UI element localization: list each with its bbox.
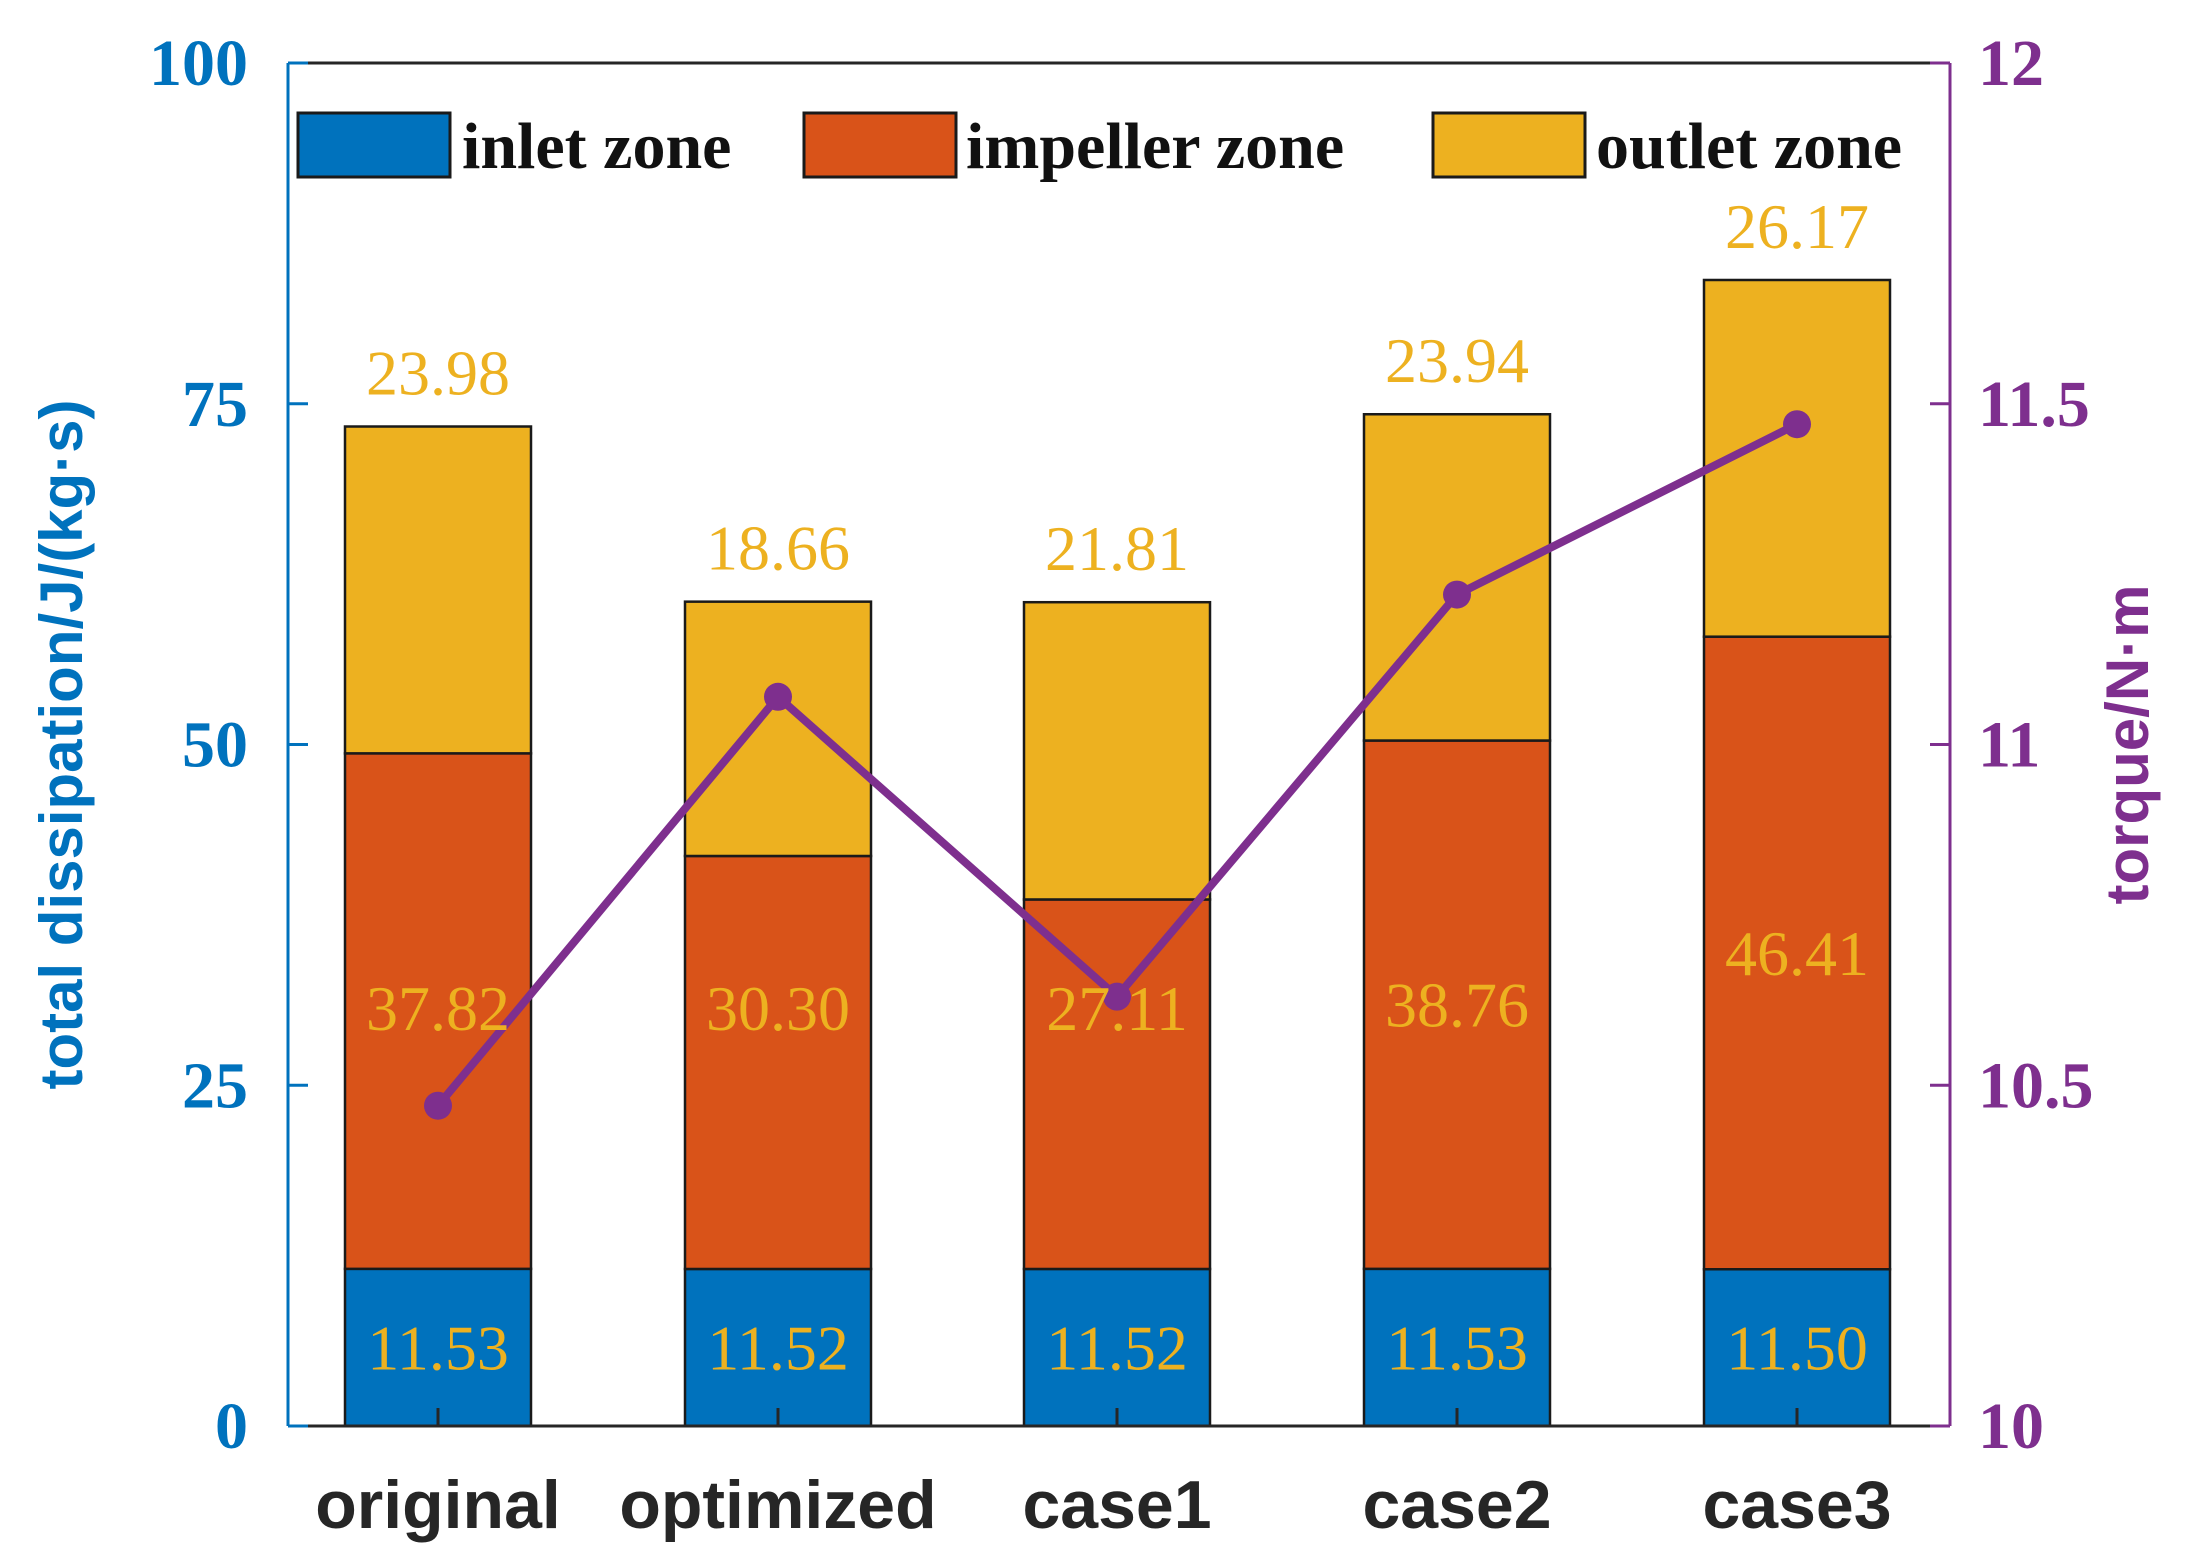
x-tick-label-case2: case2 — [1362, 1467, 1551, 1543]
right-tick-label-10.5: 10.5 — [1978, 1049, 2094, 1122]
torque-point-case3 — [1783, 410, 1811, 439]
bar-inlet-zone-case1 — [1022, 1267, 1212, 1428]
bar-impeller-zone-case1 — [1022, 898, 1212, 1271]
bar-impeller-zone-case2 — [1362, 739, 1552, 1271]
bar-outlet-zone-case3 — [1702, 278, 1892, 638]
data-label-inlet-case3: 11.50 — [1726, 1313, 1868, 1384]
right-tick-label-12: 12 — [1978, 27, 2044, 100]
x-tick-label-original: original — [315, 1467, 561, 1543]
data-label-outlet-case2: 23.94 — [1385, 325, 1529, 396]
bar-outlet-zone-original — [343, 425, 533, 755]
x-tick-label-case1: case1 — [1022, 1467, 1211, 1543]
data-label-impeller-optimized: 30.30 — [706, 973, 850, 1044]
left-tick-label-75: 75 — [182, 368, 248, 441]
data-label-impeller-original: 37.82 — [366, 973, 510, 1044]
torque-point-original — [424, 1091, 452, 1120]
legend-label-inlet-zone: inlet zone — [462, 110, 731, 183]
data-label-outlet-original: 23.98 — [366, 338, 510, 409]
data-label-outlet-case3: 26.17 — [1725, 191, 1869, 262]
bar-outlet-zone-case1 — [1022, 600, 1212, 901]
left-axis-title: total dissipation/J/(kg·s) — [28, 399, 95, 1089]
torque-line-layer — [424, 410, 1811, 1120]
data-label-impeller-case3: 46.41 — [1725, 918, 1869, 989]
right-axis-title: torque/N·m — [2094, 585, 2161, 905]
torque-point-optimized — [764, 682, 792, 711]
right-tick-label-10: 10 — [1978, 1390, 2044, 1463]
data-label-outlet-optimized: 18.66 — [706, 513, 850, 584]
bar-inlet-zone-original — [343, 1267, 533, 1428]
right-tick-label-11: 11 — [1978, 709, 2040, 782]
axes-layer: 0 25 50 75 100 10 10.5 11 11.5 12 original optimize… — [28, 27, 2161, 1543]
bar-impeller-zone-optimized — [683, 854, 873, 1271]
data-label-inlet-case2: 11.53 — [1386, 1312, 1528, 1383]
data-label-inlet-case1: 11.52 — [1046, 1312, 1188, 1383]
x-tick-label-case3: case3 — [1702, 1467, 1891, 1543]
bar-outlet-zone-case2 — [1362, 412, 1552, 742]
data-labels-layer: 11.53 37.82 23.98 11.52 30.30 18.66 11.52 27.11… — [366, 191, 1869, 1384]
left-tick-label-25: 25 — [182, 1049, 248, 1122]
bars-layer — [343, 278, 1892, 1428]
bar-impeller-zone-original — [343, 752, 533, 1271]
legend: inlet zone impeller zone outlet zone — [296, 110, 1902, 183]
data-label-outlet-case1: 21.81 — [1045, 513, 1189, 584]
legend-label-impeller-zone: impeller zone — [966, 110, 1344, 183]
left-tick-label-0: 0 — [215, 1390, 248, 1463]
legend-swatch-outlet-zone — [1431, 111, 1587, 179]
legend-swatch-impeller-zone — [802, 111, 958, 179]
data-label-inlet-original: 11.53 — [367, 1312, 509, 1383]
data-label-impeller-case1: 27.11 — [1046, 973, 1188, 1044]
right-tick-label-11.5: 11.5 — [1978, 368, 2090, 441]
torque-point-case1 — [1103, 982, 1131, 1011]
left-tick-label-100: 100 — [149, 27, 248, 100]
data-label-inlet-optimized: 11.52 — [707, 1312, 849, 1383]
data-label-impeller-case2: 38.76 — [1385, 970, 1529, 1041]
torque-point-case2 — [1443, 580, 1471, 609]
bar-impeller-zone-case3 — [1702, 635, 1892, 1271]
left-tick-label-50: 50 — [182, 709, 248, 782]
bar-outlet-zone-optimized — [683, 600, 873, 858]
legend-swatch-inlet-zone — [296, 111, 452, 179]
legend-label-outlet-zone: outlet zone — [1596, 110, 1902, 183]
x-tick-label-optimized: optimized — [619, 1467, 936, 1543]
